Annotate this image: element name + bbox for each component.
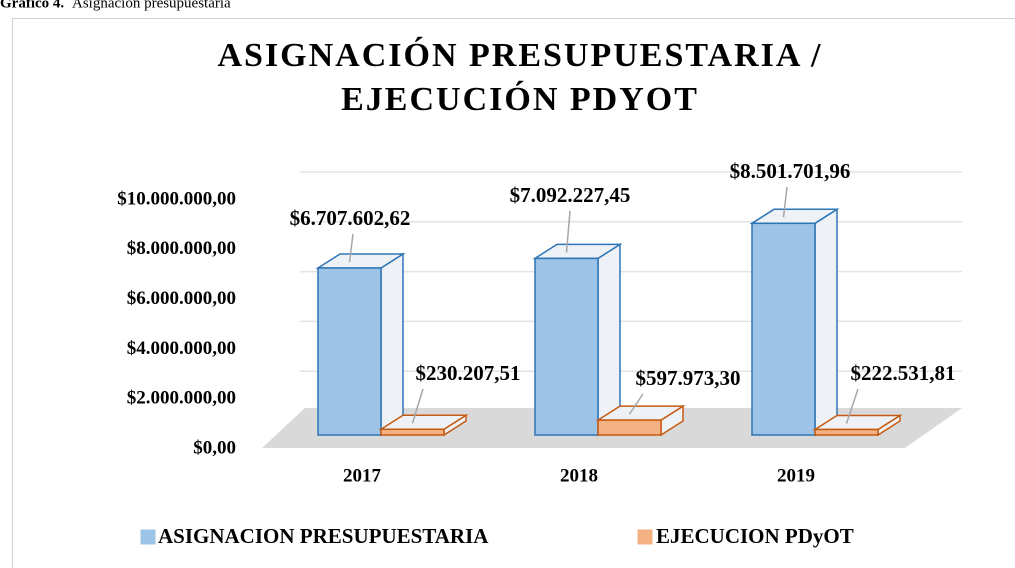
legend-label: EJECUCION PDyOT xyxy=(656,524,854,548)
bar xyxy=(532,243,623,437)
leader-line xyxy=(782,186,788,218)
bar-side xyxy=(380,252,404,437)
y-tick-label: $6.000.000,00 xyxy=(127,288,236,309)
leader-line xyxy=(411,388,424,424)
chart-title: EJECUCIÓN PDYOT xyxy=(341,80,699,118)
value-label: $6.707.602,62 xyxy=(290,206,411,230)
caption-text: Asignación presupuestaria xyxy=(72,0,231,11)
y-tick-label: $8.000.000,00 xyxy=(127,238,236,259)
caption-label: Gráfico 4. xyxy=(0,0,64,11)
y-tick-label: $0,00 xyxy=(193,437,236,458)
value-label: $8.501.701,96 xyxy=(730,159,851,183)
bar-front xyxy=(380,428,445,436)
bar-front xyxy=(534,257,599,436)
legend-swatch xyxy=(637,529,653,545)
bar-side xyxy=(814,207,838,437)
y-tick-label: $2.000.000,00 xyxy=(127,388,236,409)
x-tick-label: 2017 xyxy=(343,465,382,486)
bar-front xyxy=(751,222,816,436)
y-tick-label: $4.000.000,00 xyxy=(127,338,236,359)
bar xyxy=(812,414,903,437)
value-label: $597.973,30 xyxy=(636,366,741,390)
leader-line xyxy=(628,393,644,415)
bar xyxy=(595,404,686,437)
value-label: $7.092.227,45 xyxy=(510,183,631,207)
leader-line xyxy=(565,210,571,253)
leader-line xyxy=(845,388,859,424)
bar-front xyxy=(814,428,879,436)
x-tick-label: 2019 xyxy=(777,465,815,486)
bar-front xyxy=(597,419,662,436)
bar xyxy=(749,207,840,437)
bar xyxy=(378,413,469,437)
bar-side xyxy=(597,243,621,437)
chart-frame xyxy=(12,18,1015,568)
legend-label: ASIGNACION PRESUPUESTARIA xyxy=(158,524,489,548)
value-label: $222.531,81 xyxy=(851,361,956,385)
leader-line xyxy=(348,233,354,263)
value-label: $230.207,51 xyxy=(416,361,521,385)
bar-front xyxy=(317,267,382,436)
bar xyxy=(315,252,406,437)
x-tick-label: 2018 xyxy=(560,465,598,486)
chart-title: ASIGNACIÓN PRESUPUESTARIA / xyxy=(217,36,822,74)
legend-swatch xyxy=(140,529,156,545)
y-tick-label: $10.000.000,00 xyxy=(117,188,236,209)
